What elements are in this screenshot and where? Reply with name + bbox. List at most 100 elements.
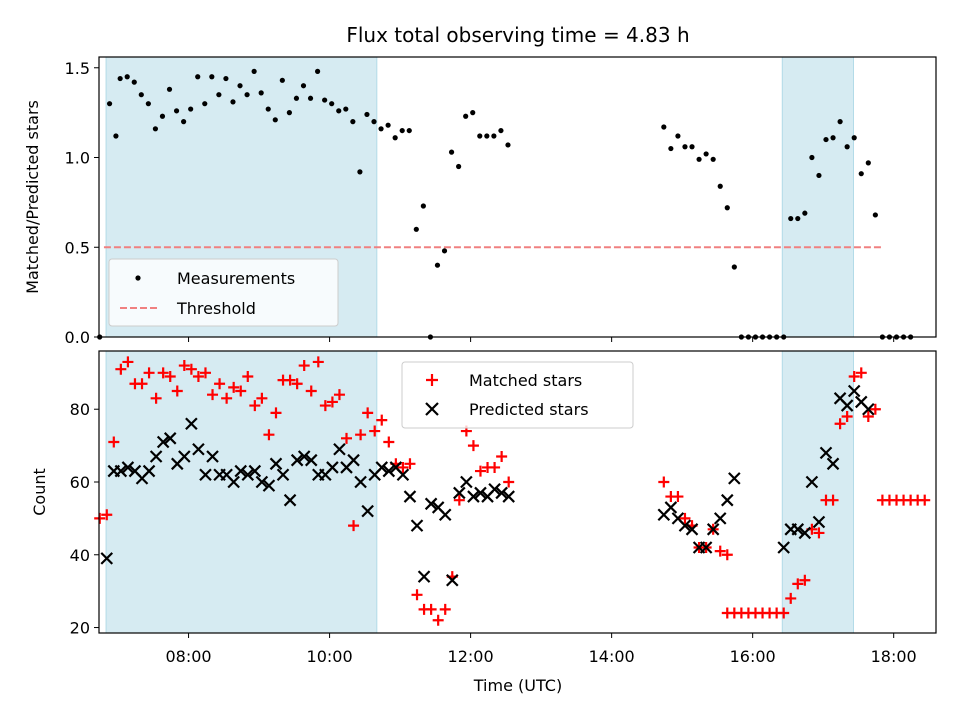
predicted-star-point bbox=[798, 526, 812, 540]
matched-star-point bbox=[369, 425, 381, 437]
highlight-band bbox=[781, 56, 854, 338]
x-tick-label: 16:00 bbox=[730, 647, 776, 666]
legend-label-matched: Matched stars bbox=[469, 371, 582, 390]
matched-star-point bbox=[848, 370, 860, 382]
matched-star-point bbox=[834, 418, 846, 430]
measurement-point bbox=[371, 119, 377, 125]
bottom-y-ticks: 20 40 60 80 bbox=[70, 400, 99, 638]
predicted-star-point bbox=[297, 450, 311, 463]
matched-star-point bbox=[714, 545, 726, 557]
predicted-star-point bbox=[114, 464, 128, 478]
matched-star-point bbox=[383, 436, 395, 448]
matched-star-point bbox=[207, 389, 219, 401]
measurement-point bbox=[484, 133, 490, 139]
matched-star-point bbox=[108, 436, 120, 448]
legend-marker-predicted bbox=[425, 402, 439, 416]
measurement-point bbox=[406, 127, 412, 134]
predicted-star-point bbox=[410, 519, 424, 532]
matched-star-point bbox=[256, 392, 268, 404]
matched-star-point bbox=[150, 392, 162, 404]
predicted-star-point bbox=[347, 453, 360, 467]
predicted-star-point bbox=[178, 450, 191, 463]
measurement-point bbox=[441, 248, 448, 254]
matched-star-point bbox=[404, 458, 416, 470]
predicted-star-point bbox=[812, 515, 826, 529]
y-tick-label: 1.0 bbox=[65, 149, 90, 168]
predicted-star-point bbox=[199, 468, 212, 481]
predicted-star-point bbox=[467, 490, 480, 503]
matched-star-point bbox=[214, 378, 226, 390]
predicted-star-point bbox=[121, 461, 135, 474]
measurement-point bbox=[463, 113, 469, 119]
predicted-star-point bbox=[721, 493, 734, 507]
predicted-star-point bbox=[248, 464, 262, 478]
measurement-point bbox=[399, 127, 405, 134]
measurement-point bbox=[272, 117, 278, 123]
matched-star-point bbox=[813, 527, 825, 539]
matched-star-point bbox=[164, 370, 176, 382]
matched-star-point bbox=[355, 429, 367, 441]
matched-star-point bbox=[171, 385, 183, 397]
measurement-point bbox=[113, 133, 119, 139]
measurement-point bbox=[251, 68, 257, 74]
matched-star-point bbox=[221, 392, 233, 404]
predicted-star-point bbox=[375, 461, 389, 474]
predicted-star-point bbox=[840, 399, 854, 412]
predicted-star-point bbox=[417, 570, 431, 583]
measurement-point bbox=[851, 135, 857, 141]
matched-star-point bbox=[799, 574, 811, 586]
matched-star-point bbox=[862, 410, 874, 422]
matched-star-point bbox=[235, 385, 247, 397]
y-tick-label: 40 bbox=[70, 546, 90, 565]
matched-stars-points bbox=[94, 356, 931, 626]
matched-star-point bbox=[305, 385, 317, 397]
top-legend: Measurements Threshold bbox=[108, 258, 339, 327]
matched-star-point bbox=[869, 403, 881, 415]
predicted-star-point bbox=[699, 541, 713, 554]
matched-star-point bbox=[496, 451, 508, 463]
matched-star-point bbox=[192, 370, 204, 382]
predicted-star-point bbox=[382, 464, 396, 478]
predicted-star-point bbox=[276, 468, 290, 481]
matched-star-point bbox=[827, 494, 839, 506]
matched-star-point bbox=[721, 549, 733, 561]
measurement-point bbox=[202, 101, 208, 107]
matched-star-point bbox=[792, 578, 804, 590]
predicted-star-point bbox=[326, 461, 339, 474]
measurement-point bbox=[152, 126, 159, 132]
predicted-star-point bbox=[192, 442, 205, 456]
y-tick-label: 60 bbox=[70, 473, 90, 492]
measurement-point bbox=[470, 110, 476, 116]
measurement-point bbox=[166, 86, 173, 92]
measurement-point bbox=[413, 226, 419, 232]
measurement-point bbox=[788, 215, 794, 222]
matched-star-point bbox=[785, 592, 797, 604]
measurement-point bbox=[505, 142, 511, 148]
matched-star-point bbox=[263, 429, 275, 441]
measurement-point bbox=[279, 77, 285, 83]
predicted-star-point bbox=[163, 432, 177, 445]
predicted-star-point bbox=[777, 541, 790, 554]
predicted-star-point bbox=[664, 501, 678, 514]
x-tick-label: 12:00 bbox=[448, 647, 494, 666]
predicted-star-point bbox=[728, 472, 741, 485]
matched-star-point bbox=[122, 356, 134, 368]
predicted-star-point bbox=[333, 442, 346, 456]
measurement-points bbox=[97, 68, 914, 340]
y-tick-label: 20 bbox=[70, 619, 90, 638]
y-tick-label: 1.5 bbox=[65, 59, 90, 78]
x-tick-label: 18:00 bbox=[871, 647, 917, 666]
matched-star-point bbox=[672, 491, 684, 503]
matched-star-point bbox=[362, 407, 374, 419]
predicted-star-point bbox=[283, 493, 297, 507]
top-axes-frame bbox=[98, 56, 937, 338]
measurement-point bbox=[498, 127, 504, 134]
measurement-point bbox=[357, 169, 363, 175]
predicted-star-point bbox=[819, 446, 833, 460]
measurement-point bbox=[696, 156, 702, 162]
predicted-star-point bbox=[269, 457, 283, 471]
measurement-point bbox=[858, 171, 864, 177]
measurement-point bbox=[823, 136, 829, 143]
measurement-point bbox=[286, 110, 292, 116]
